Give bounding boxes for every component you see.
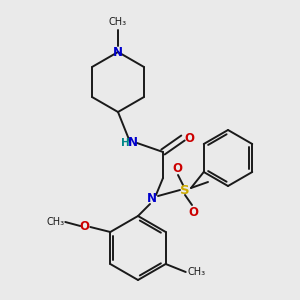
Text: S: S: [180, 184, 190, 196]
Text: O: O: [172, 161, 182, 175]
Text: CH₃: CH₃: [46, 217, 64, 227]
Text: O: O: [79, 220, 89, 233]
Text: N: N: [147, 191, 157, 205]
Text: CH₃: CH₃: [109, 17, 127, 27]
Text: H: H: [121, 138, 129, 148]
Text: N: N: [113, 46, 123, 59]
Text: N: N: [128, 136, 138, 148]
Text: O: O: [188, 206, 198, 218]
Text: O: O: [184, 131, 194, 145]
Text: CH₃: CH₃: [188, 267, 206, 277]
